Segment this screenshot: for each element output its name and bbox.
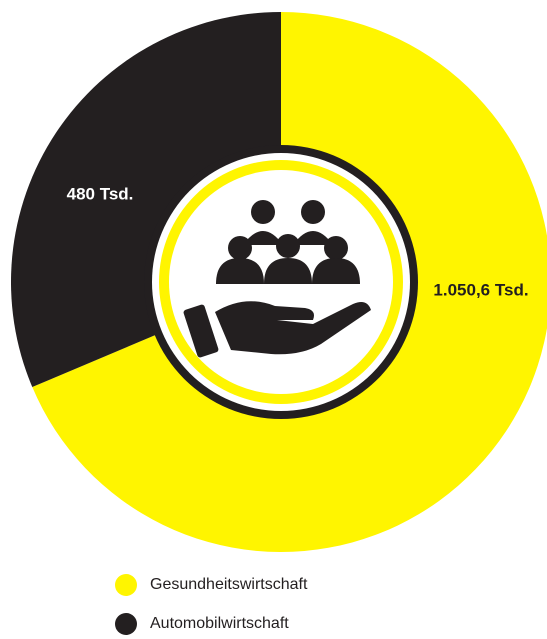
value-label: 1.050,6 Tsd. bbox=[433, 280, 528, 299]
legend-swatch bbox=[115, 613, 137, 635]
people-icon bbox=[183, 200, 371, 358]
value-label: 480 Tsd. bbox=[67, 184, 134, 203]
legend-label: Gesundheitswirtschaft bbox=[150, 576, 308, 593]
legend: Gesundheitswirtschaft Automobilwirtschaft bbox=[115, 574, 308, 635]
legend-label: Automobilwirtschaft bbox=[150, 615, 289, 632]
legend-swatch bbox=[115, 574, 137, 596]
value-labels: 1.050,6 Tsd. 480 Tsd. bbox=[67, 184, 529, 299]
